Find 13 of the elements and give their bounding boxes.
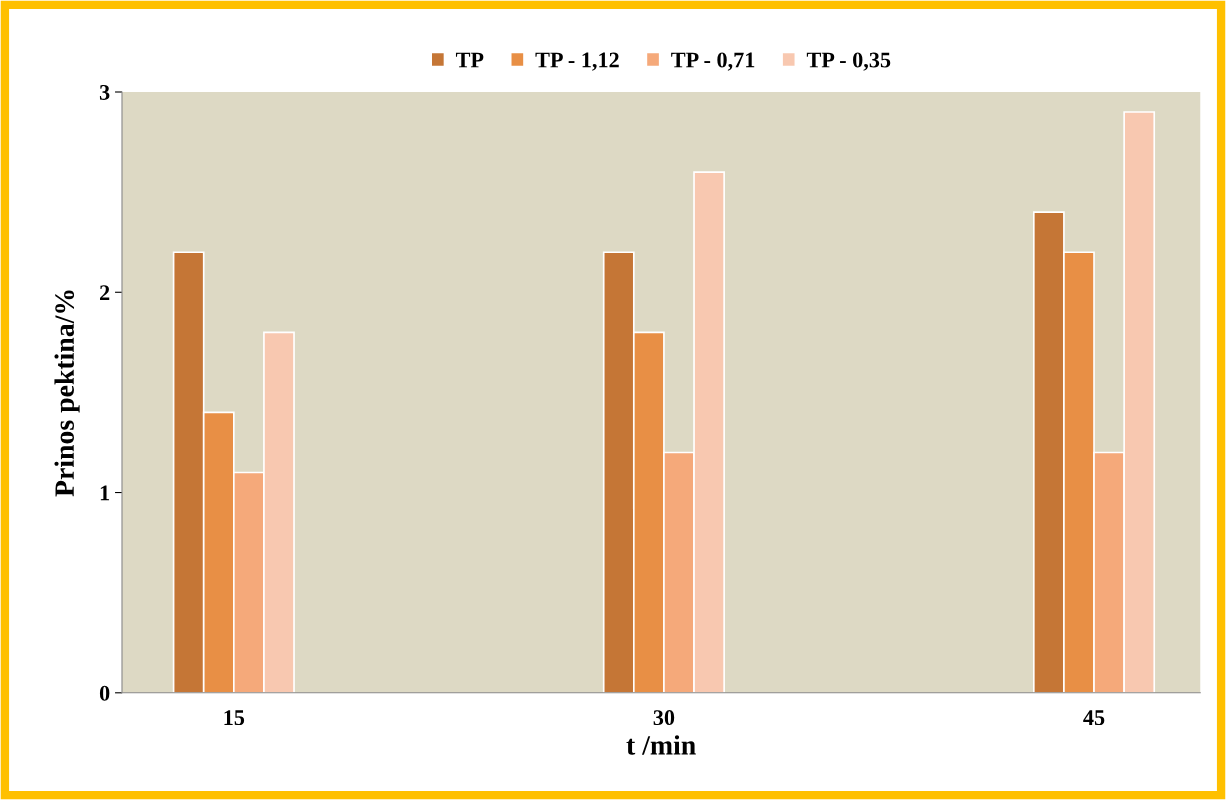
legend-label: TP [455,52,484,68]
y-tick-label: 2 [100,285,110,300]
y-tick-label: 0 [99,685,110,701]
x-tick-label: 15 [224,710,245,726]
legend-label: TP - 0,35 [806,52,891,71]
y-tick-label: 1 [100,485,110,501]
x-axis-title: t /min [626,735,696,755]
legend-label: TP - 0,71 [671,52,755,71]
legend-label: TP - 1,12 [535,52,619,71]
y-tick-label: 3 [99,84,110,100]
x-tick-label: 30 [653,710,675,726]
x-tick-label: 45 [1083,710,1105,726]
y-axis-title: Prinos pektina/% [54,290,80,497]
